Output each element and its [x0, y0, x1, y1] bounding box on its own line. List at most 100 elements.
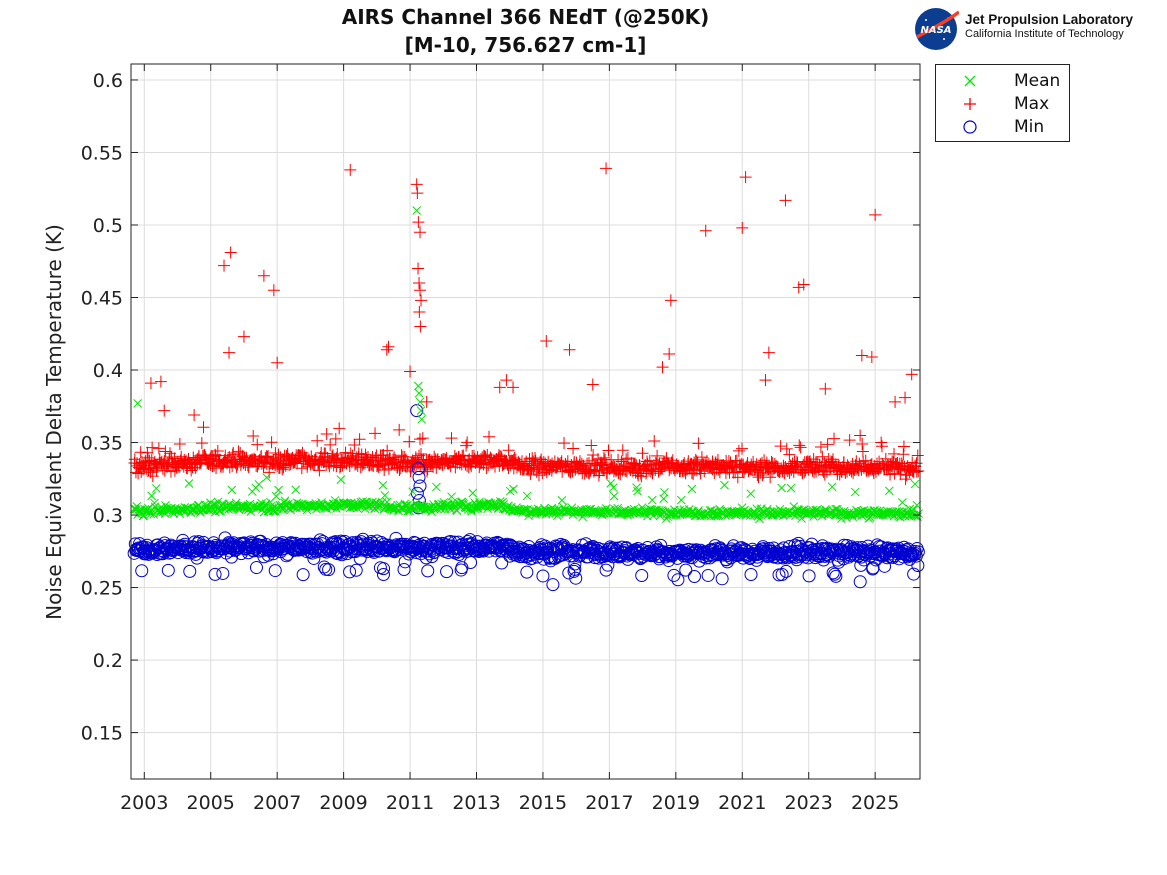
mean-point [150, 498, 159, 508]
min-point [679, 563, 693, 577]
x-tick-label: 2025 [851, 792, 899, 814]
max-point [420, 395, 433, 408]
max-point [251, 438, 264, 451]
mean-point [608, 483, 618, 492]
min-point [208, 567, 222, 581]
max-point [615, 455, 628, 468]
max-point [376, 457, 389, 470]
min-point [317, 560, 331, 574]
min-point [703, 551, 717, 565]
mean-point [676, 495, 686, 505]
circle-marker-icon [963, 120, 977, 134]
max-point [711, 454, 724, 467]
max-point [616, 444, 629, 457]
max-point [267, 284, 280, 297]
max-point [636, 447, 649, 460]
x-tick-label: 2005 [187, 792, 235, 814]
max-point [380, 343, 393, 356]
max-point [664, 294, 677, 307]
max-point [540, 335, 553, 348]
max-point [818, 468, 831, 481]
x-marker-icon [964, 75, 976, 87]
mean-point [162, 506, 171, 515]
min-point [568, 562, 582, 576]
max-point [779, 194, 792, 207]
x-tick-label: 2007 [253, 792, 301, 814]
mean-point [447, 492, 456, 502]
plus-marker-icon [964, 98, 976, 110]
mean-point [355, 501, 365, 510]
max-point [911, 449, 924, 462]
max-point [173, 438, 186, 451]
mean-point [380, 491, 390, 500]
max-point [493, 381, 506, 394]
max-point [415, 448, 427, 461]
mean-point [850, 487, 860, 497]
max-point [416, 432, 429, 445]
min-point [569, 571, 583, 585]
min-point [775, 568, 789, 582]
chart-subtitle: [M-10, 756.627 cm-1] [404, 33, 647, 57]
max-point [352, 447, 365, 460]
max-point [159, 445, 172, 458]
min-point [639, 547, 653, 561]
max-point [414, 320, 427, 333]
data-layer [127, 162, 925, 592]
min-point [216, 566, 230, 580]
max-point [783, 448, 796, 461]
max-point [602, 444, 615, 457]
min-point [135, 564, 149, 578]
max-point [780, 442, 793, 455]
max-point [797, 278, 810, 291]
max-point [237, 330, 250, 343]
max-point [558, 437, 571, 450]
max-point [242, 461, 255, 474]
max-point [856, 445, 869, 458]
max-point [246, 453, 259, 466]
max-point [794, 441, 807, 454]
max-point [204, 458, 217, 471]
mean-point [151, 484, 161, 493]
min-point [411, 462, 425, 476]
mean-point [884, 486, 894, 496]
mean-point [468, 488, 478, 498]
max-point [632, 469, 645, 482]
max-point [648, 435, 661, 448]
max-point [641, 455, 654, 468]
min-point [322, 563, 336, 577]
mean-point [147, 491, 156, 501]
max-point [586, 378, 599, 391]
y-tick-label: 0.6 [93, 70, 123, 92]
min-point [671, 573, 685, 587]
mean-point [522, 491, 532, 501]
max-point [663, 348, 676, 361]
max-point [404, 365, 417, 378]
max-point [855, 349, 868, 362]
max-point [218, 259, 231, 272]
max-point [421, 465, 434, 478]
chart-title: AIRS Channel 366 NEdT (@250K) [341, 5, 710, 29]
min-point [715, 572, 729, 586]
mean-point [417, 414, 427, 424]
min-point [377, 562, 391, 576]
min-point [349, 563, 363, 577]
min-point [183, 564, 197, 578]
mean-point [414, 388, 424, 398]
y-tick-label: 0.4 [93, 360, 123, 382]
max-point [382, 340, 395, 353]
mean-point [336, 475, 346, 484]
max-point [445, 432, 458, 445]
max-point [329, 452, 342, 465]
max-point [833, 468, 846, 481]
min-point [701, 545, 715, 559]
mean-point [382, 497, 392, 507]
max-point [339, 446, 352, 459]
min-point [866, 561, 880, 575]
legend-item-min: Min [936, 116, 1069, 138]
max-point [333, 422, 346, 435]
y-axis-label: Noise Equivalent Delta Temperature (K) [42, 224, 66, 620]
max-point [856, 438, 869, 451]
min-point [376, 568, 390, 582]
max-point [756, 468, 769, 481]
